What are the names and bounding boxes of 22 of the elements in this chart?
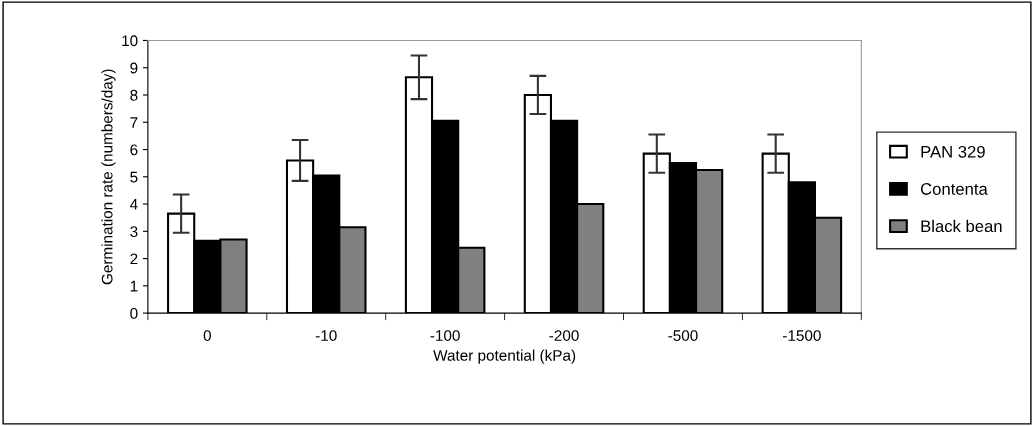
x-tick-label: 0 bbox=[203, 330, 211, 341]
legend-label: PAN 329 bbox=[921, 145, 985, 158]
legend-label: Contenta bbox=[920, 183, 988, 195]
x-tick-label: -10 bbox=[315, 330, 337, 341]
x-tick-label: -200 bbox=[549, 330, 579, 341]
y-tick-label: 2 bbox=[130, 253, 138, 265]
y-tick-label: 7 bbox=[130, 117, 138, 128]
y-tick-label: 1 bbox=[130, 280, 138, 292]
x-tick-label: -500 bbox=[668, 330, 698, 341]
y-tick-label: 9 bbox=[130, 62, 138, 74]
y-tick-label: 4 bbox=[129, 199, 138, 210]
y-tick-label: 0 bbox=[130, 307, 138, 319]
legend-label: Black bean bbox=[921, 219, 1002, 233]
y-tick-label: 6 bbox=[130, 144, 138, 156]
x-tick-label: -1500 bbox=[783, 330, 821, 341]
y-tick-label: 10 bbox=[122, 35, 138, 47]
y-tick-label: 5 bbox=[130, 171, 138, 183]
x-tick-label: -100 bbox=[430, 330, 460, 341]
y-tick-label: 8 bbox=[130, 89, 138, 101]
y-tick-label: 3 bbox=[130, 226, 138, 237]
x-axis-title: Water potential (kPa) bbox=[433, 349, 576, 364]
y-axis-title: Germination rate (numbers/day) bbox=[101, 69, 116, 285]
